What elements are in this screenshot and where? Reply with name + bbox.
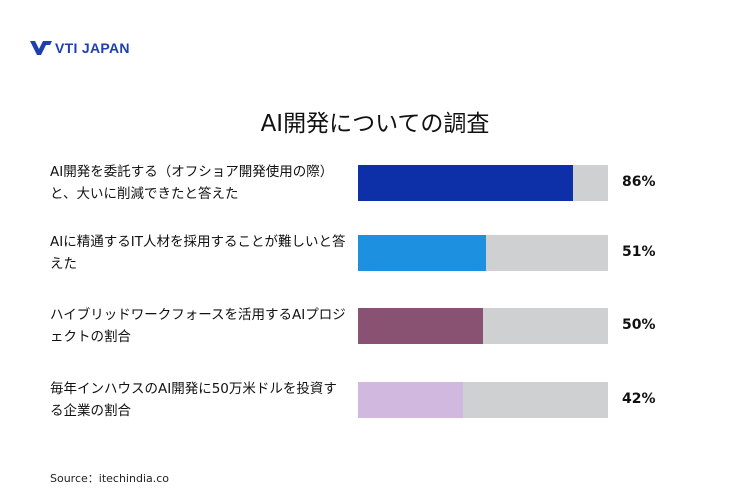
value-label: 42% (622, 391, 656, 407)
chart-title: AI開発についての調査 (260, 111, 490, 137)
chart-row: AI開発を委託する（オフショア開発使用の際）と、大いに削減できたと答えた 86% (0, 164, 750, 202)
bar (358, 165, 573, 201)
value-label: 51% (622, 244, 656, 260)
category-label: AIに精通するIT人材を採用することが難しいと答えた (50, 234, 346, 272)
category-label: AI開発を委託する（オフショア開発使用の際）と、大いに削減できたと答えた (50, 164, 334, 202)
category-label: 毎年インハウスのAI開発に50万米ドルを投資する企業の割合 (50, 381, 337, 419)
bar-track (358, 235, 608, 271)
chart-row: ハイブリッドワークフォースを活用するAIプロジェクトの割合 50% (0, 307, 750, 345)
category-label: ハイブリッドワークフォースを活用するAIプロジェクトの割合 (50, 307, 346, 345)
source-note: Source：itechindia.co (50, 472, 170, 485)
value-label: 86% (622, 174, 656, 190)
bar (358, 235, 486, 271)
chart-row: 毎年インハウスのAI開発に50万米ドルを投資する企業の割合 42% (0, 381, 750, 419)
bar-track (358, 308, 608, 344)
logo-text: VTI JAPAN (55, 40, 130, 56)
bar (358, 382, 463, 418)
bar-track (358, 382, 608, 418)
logo: VTI JAPAN (30, 40, 130, 56)
bar-track (358, 165, 608, 201)
bar (358, 308, 483, 344)
vti-logo-icon (30, 41, 52, 55)
chart-row: AIに精通するIT人材を採用することが難しいと答えた 51% (0, 234, 750, 272)
value-label: 50% (622, 317, 656, 333)
